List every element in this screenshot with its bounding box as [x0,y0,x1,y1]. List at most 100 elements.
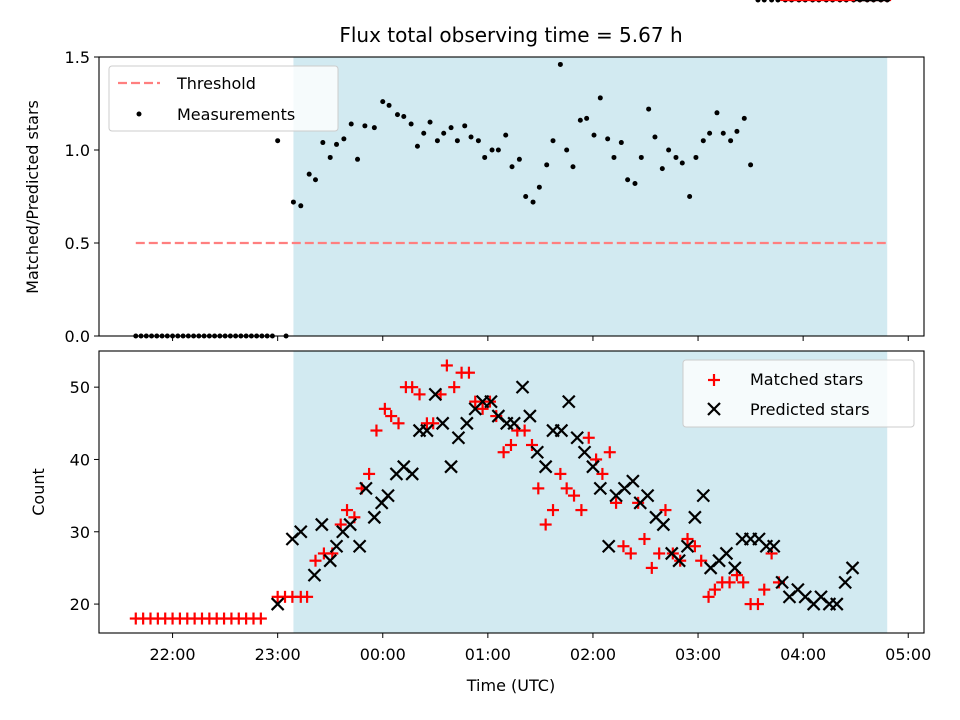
measurement-point [454,138,460,144]
predicted-star-point [766,539,781,554]
predicted-star-point [838,575,852,590]
measurement-point [386,102,392,108]
predicted-star-point [570,430,584,445]
legend-matched-label: Matched stars [750,370,863,389]
measurement-point [482,154,488,160]
bottom-y-tick-label: 50 [70,378,90,397]
legend-threshold-label: Threshold [176,74,256,93]
predicted-star-point [515,380,530,394]
predicted-star-point [523,409,537,423]
measurement-point [421,130,427,136]
measurement-point [394,112,400,118]
matched-star-point [504,439,517,451]
predicted-star-point [405,467,419,481]
matched-star-point [695,554,708,567]
matched-star-point [751,598,764,611]
measurement-point [298,203,304,209]
measurement-point [290,199,296,205]
measurement-point [475,138,481,144]
matched-star-point [688,540,701,553]
x-tick-label: 03:00 [675,645,721,664]
predicted-star-point [270,597,285,611]
matched-star-point [723,576,736,589]
measurement-point [720,130,726,136]
measurement-point [334,141,340,147]
legend-measurement-marker [136,111,142,117]
predicted-star-point [728,561,742,575]
matched-star-point [708,583,721,596]
matched-star-point [632,496,645,509]
matched-star-point [385,410,398,423]
measurement-point [618,140,624,146]
matched-star-point [560,482,573,495]
predicted-star-point [688,510,702,525]
top-x-axis-ticks [172,336,909,341]
bottom-axes-frame [98,350,925,634]
count-points [129,0,892,625]
measurement-point [673,154,679,160]
matched-star-point [413,388,426,401]
predicted-star-point [323,553,337,568]
measurement-point [707,130,713,136]
matched-star-point [659,504,672,517]
bottom-y-axis: 20 30 40 50 [70,378,99,614]
measurement-point [652,134,658,140]
matched-star-point [497,446,510,459]
top-y-tick-label: 0.5 [65,234,90,253]
measurement-point [775,0,781,3]
measurement-point [570,164,576,170]
predicted-star-point [435,416,450,431]
matched-star-point [582,431,595,444]
x-tick-label: 00:00 [360,645,406,664]
matched-star-point [309,554,322,567]
measurement-point [380,99,386,105]
matched-star-point [370,424,383,437]
predicted-star-point [656,517,671,532]
predicted-star-point [586,459,600,474]
predicted-star-point [680,539,695,554]
predicted-star-point [696,488,711,503]
matched-star-point [341,504,354,517]
legend-predicted-marker [707,402,721,416]
legend-predicted-label: Predicted stars [750,400,870,419]
measurement-point [748,162,754,168]
chart-title: Flux total observing time = 5.67 h [339,23,682,47]
measurement-point [544,162,550,168]
measurement-point [441,130,447,136]
top-axes-frame [98,56,925,337]
matched-star-point [469,395,482,408]
matched-star-point [525,439,538,451]
measurement-point [564,147,570,153]
x-tick-label: 04:00 [780,645,826,664]
measurement-point [348,121,354,127]
predicted-star-point [484,394,498,409]
measurement-point [355,156,361,162]
measurement-point [605,136,611,142]
measurement-point [516,156,522,162]
matched-star-point [363,467,376,480]
predicted-star-point [294,524,308,539]
x-tick-label: 02:00 [570,645,616,664]
measurement-point [523,194,529,199]
measurement-point [327,154,333,160]
matched-star-point [301,590,314,603]
measurement-point [714,110,720,116]
predicted-star-point [640,488,655,503]
predicted-star-point [593,481,608,496]
predicted-star-point [530,445,545,460]
predicted-star-point [460,416,474,431]
matched-star-point [702,590,715,603]
top-y-tick-label: 1.0 [65,141,90,160]
matched-star-point [568,489,581,502]
matched-star-point [547,504,560,517]
measurement-point [341,136,347,142]
predicted-star-point [538,459,553,474]
measurement-point [275,138,281,144]
matched-star-point [610,496,623,509]
predicted-star-point [561,394,576,409]
top-y-tick-label: 1.5 [65,48,90,67]
predicted-star-point [352,539,367,554]
top-y-tick-label: 0.0 [65,327,90,346]
measurement-point [312,177,318,183]
